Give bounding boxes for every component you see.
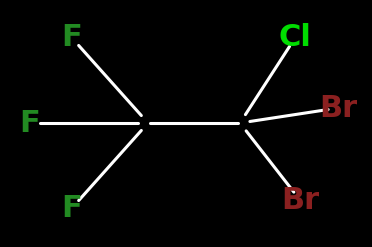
- Text: Cl: Cl: [279, 23, 311, 53]
- Text: Br: Br: [281, 185, 319, 214]
- Text: Br: Br: [319, 94, 357, 123]
- Text: F: F: [20, 108, 41, 138]
- Text: F: F: [62, 23, 82, 53]
- Text: F: F: [62, 193, 82, 223]
